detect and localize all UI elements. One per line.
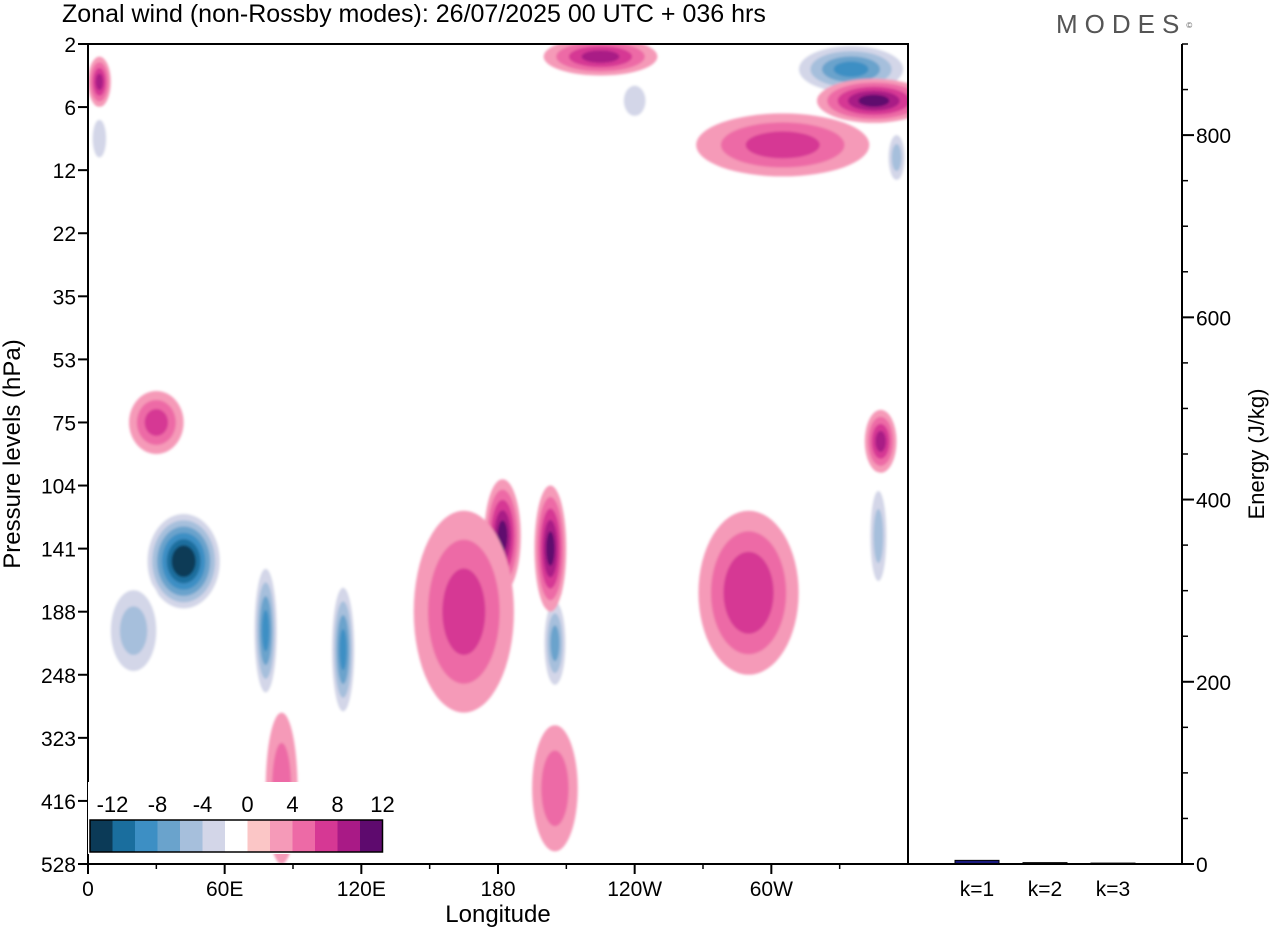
x-axis-label: Longitude — [445, 901, 550, 928]
y-tick-label: 22 — [53, 223, 76, 246]
heatmap-field — [88, 44, 908, 864]
x-tick-label: 120W — [607, 878, 662, 901]
colorbar-label: -8 — [148, 792, 168, 817]
anomaly-22-contour — [581, 50, 620, 63]
anomaly-24-contour — [541, 750, 569, 827]
colorbar-swatch — [270, 820, 293, 852]
colorbar-label: -4 — [193, 792, 213, 817]
colorbar-label: 4 — [286, 792, 298, 817]
x-axis: 0 60E 120E 180 120W 60W — [82, 864, 841, 901]
colorbar-label: -12 — [97, 792, 129, 817]
y-tick-label: 248 — [41, 665, 76, 688]
colorbar-label: 8 — [331, 792, 343, 817]
anomaly-8-contour — [92, 119, 107, 158]
energy-tick-label: 800 — [1196, 125, 1231, 148]
colorbar-swatch — [247, 820, 270, 852]
anomaly-16-contour — [442, 568, 486, 655]
y-tick-label: 35 — [53, 286, 76, 309]
anomaly-4-contour — [550, 625, 560, 662]
colorbar-label: 12 — [370, 792, 394, 817]
colorbar-swatch — [157, 820, 180, 852]
y-tick-label: 104 — [41, 476, 76, 499]
y-tick-label: 141 — [41, 539, 76, 562]
anomaly-0-contour — [176, 551, 191, 571]
colorbar: -12 -8 -4 0 4 8 12 — [88, 782, 395, 854]
y-tick-label: 528 — [41, 854, 76, 877]
colorbar-label: 0 — [241, 792, 253, 817]
colorbar-swatch — [360, 820, 383, 852]
modes-logo: MODES© — [1056, 10, 1192, 38]
anomaly-10-contour — [384, 384, 476, 436]
brand-text: MODES — [1056, 9, 1187, 39]
colorbar-swatch — [292, 820, 315, 852]
y-tick-label: 188 — [41, 602, 76, 625]
colorbar-swatch — [135, 820, 158, 852]
colorbar-swatch — [225, 820, 248, 852]
colorbar-frame — [89, 819, 384, 853]
energy-bar-label: k=2 — [1028, 878, 1062, 901]
energy-tick-label: 600 — [1196, 307, 1231, 330]
energy-bar-label: k=3 — [1096, 878, 1130, 901]
energy-bar-label: k=1 — [960, 878, 994, 901]
colorbar-swatch — [180, 820, 203, 852]
colorbar-swatch — [315, 820, 338, 852]
anomaly-1-contour — [261, 610, 270, 652]
y-tick-label: 53 — [53, 349, 76, 372]
anomaly-3-contour — [119, 606, 148, 655]
anomaly-15-contour — [546, 531, 555, 566]
energy-tick-label: 400 — [1196, 490, 1231, 513]
colorbar-swatch — [112, 820, 135, 852]
anomaly-19-contour — [858, 94, 890, 107]
x-tick-label: 60E — [206, 878, 243, 901]
energy-axis-label: Energy (J/kg) — [1244, 389, 1269, 520]
anomaly-5-contour — [873, 509, 884, 563]
anomaly-13-contour — [816, 271, 863, 385]
chart-title: Zonal wind (non-Rossby modes): 26/07/202… — [62, 0, 766, 28]
colorbar-swatch — [90, 820, 113, 852]
x-tick-label: 120E — [337, 878, 386, 901]
x-tick-label: 0 — [82, 878, 94, 901]
colorbar-swatch — [202, 820, 225, 852]
energy-tick-label: 200 — [1196, 672, 1231, 695]
anomaly-18-contour — [875, 430, 886, 452]
anomaly-23-contour — [144, 408, 169, 436]
y-axis: 2 6 12 22 35 53 75 104 141 188 248 323 416 528 — [41, 34, 88, 877]
y-tick-label: 6 — [64, 97, 76, 120]
energy-tick-label: 0 — [1196, 854, 1208, 877]
x-tick-label: 180 — [480, 878, 515, 901]
y-tick-label: 12 — [53, 160, 76, 183]
y-tick-label: 323 — [41, 728, 76, 751]
anomaly-6-contour — [833, 61, 869, 77]
y-axis-label: Pressure levels (hPa) — [0, 339, 26, 568]
energy-panel: k=1 k=2 k=3 0 200 400 600 800 — [954, 43, 1231, 901]
brand-mark: © — [1186, 21, 1193, 30]
colorbar-swatch — [337, 820, 360, 852]
anomaly-17-contour — [723, 551, 774, 634]
anomaly-21-contour — [95, 73, 104, 91]
y-tick-label: 75 — [53, 412, 76, 435]
y-tick-label: 2 — [64, 34, 76, 57]
contour-group — [88, 44, 908, 864]
x-tick-label: 60W — [750, 878, 793, 901]
anomaly-9-contour — [623, 85, 646, 116]
anomaly-20-contour — [745, 131, 820, 159]
anomaly-7-contour — [891, 144, 902, 172]
anomaly-11-contour — [709, 718, 765, 782]
y-tick-label: 416 — [41, 791, 76, 814]
anomaly-2-contour — [339, 628, 347, 671]
